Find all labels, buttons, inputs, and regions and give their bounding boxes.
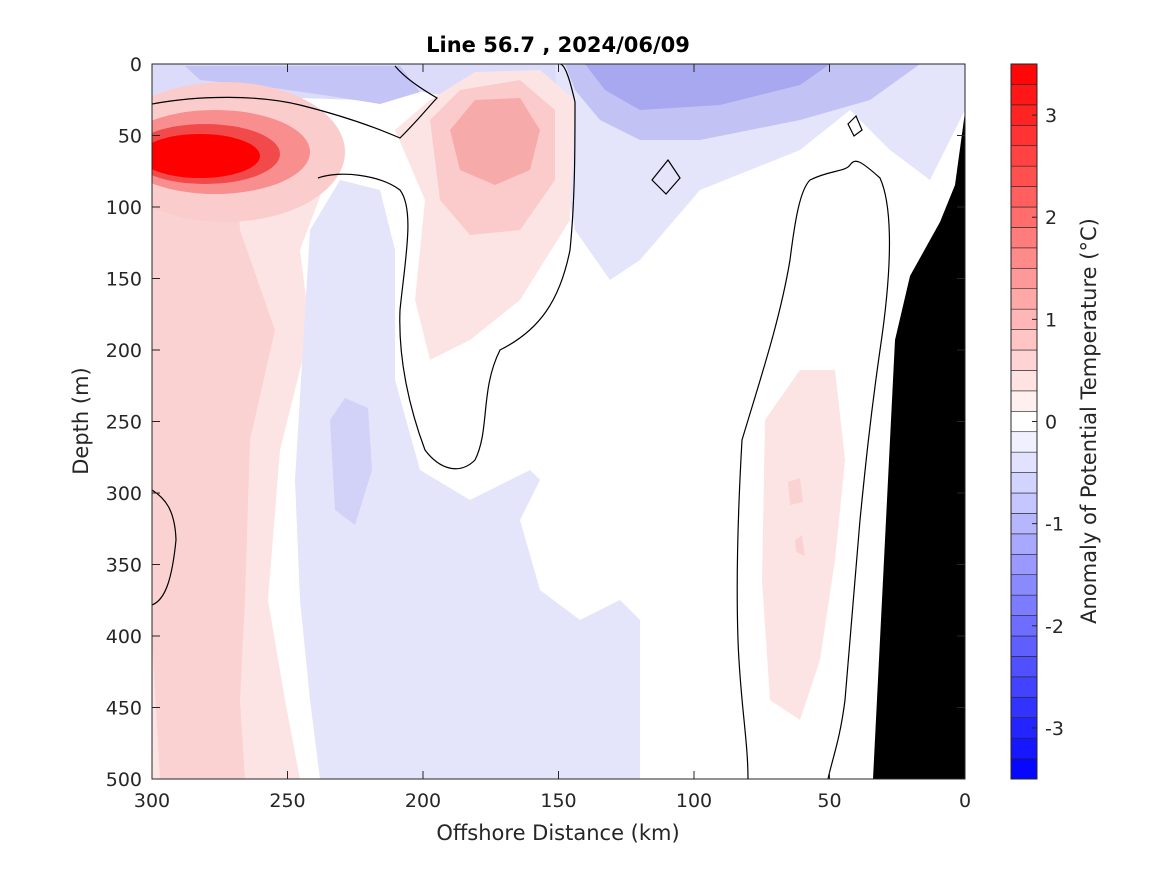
y-tick-label: 0 bbox=[130, 54, 142, 76]
y-tick-label: 250 bbox=[106, 412, 142, 434]
x-axis-label: Offshore Distance (km) bbox=[436, 821, 679, 845]
colorbar-band bbox=[1010, 656, 1038, 678]
colorbar-band bbox=[1010, 329, 1038, 351]
colorbar-band bbox=[1010, 124, 1038, 147]
colorbar-ticks: 3 2 1 0 -1 -2 -3 bbox=[1032, 105, 1064, 740]
colorbar-band bbox=[1010, 696, 1038, 719]
y-tick-label: 200 bbox=[106, 340, 142, 362]
colorbar-band bbox=[1010, 635, 1038, 657]
zero-contour-lines bbox=[152, 64, 891, 779]
colorbar-tick-label: 1 bbox=[1045, 309, 1057, 331]
plot-area bbox=[152, 64, 965, 779]
x-tick-label: 200 bbox=[405, 790, 441, 812]
colorbar-band bbox=[1010, 145, 1038, 167]
zero-contour-islet-b bbox=[847, 114, 863, 137]
x-axis-ticks: 300 250 200 150 100 50 0 bbox=[134, 64, 971, 812]
colorbar-band bbox=[1010, 267, 1038, 290]
colorbar-tick-label: 2 bbox=[1045, 207, 1057, 229]
colorbar-band bbox=[1010, 288, 1038, 310]
x-tick-label: 300 bbox=[134, 790, 170, 812]
warm-band-offshore-core bbox=[152, 110, 275, 779]
zero-contour-surface bbox=[152, 65, 438, 139]
warm-core-center bbox=[152, 134, 260, 178]
colorbar-band bbox=[1010, 370, 1038, 392]
colorbar-tick-label: -2 bbox=[1045, 616, 1064, 638]
zero-contour-nearshore bbox=[736, 160, 891, 779]
colorbar-band bbox=[1010, 63, 1038, 85]
colorbar-band bbox=[1010, 533, 1038, 555]
y-tick-label: 150 bbox=[106, 269, 142, 291]
zero-contour-offshore-lens bbox=[152, 489, 177, 606]
colorbar-band bbox=[1010, 472, 1038, 494]
y-tick-label: 50 bbox=[118, 126, 142, 148]
colorbar-band bbox=[1010, 247, 1038, 269]
anomaly-fill-layer bbox=[152, 64, 965, 779]
x-tick-label: 100 bbox=[676, 790, 712, 812]
y-tick-label: 100 bbox=[106, 197, 142, 219]
colorbar-band bbox=[1010, 758, 1038, 780]
colorbar-band bbox=[1010, 492, 1038, 514]
colorbar-band bbox=[1010, 390, 1038, 412]
cool-column bbox=[295, 180, 640, 779]
colorbar-band bbox=[1010, 451, 1038, 473]
colorbar-label: Anomaly of Potential Temperature (°C) bbox=[1077, 218, 1101, 624]
cool-surface-inshore-core bbox=[585, 64, 830, 110]
y-tick-label: 400 bbox=[106, 626, 142, 648]
colorbar-band bbox=[1010, 349, 1038, 371]
zero-contour-column bbox=[317, 64, 576, 470]
colorbar-tick-label: -3 bbox=[1045, 718, 1064, 740]
y-axis-ticks: 0 50 100 150 200 250 300 350 400 450 500 bbox=[106, 54, 965, 791]
y-tick-label: 500 bbox=[106, 769, 142, 791]
x-tick-label: 150 bbox=[540, 790, 576, 812]
colorbar-band bbox=[1010, 594, 1038, 616]
warm-band-nearshore-spot bbox=[788, 478, 805, 556]
colorbar-band bbox=[1010, 737, 1038, 759]
colorbar-band bbox=[1010, 165, 1038, 187]
colorbar-band bbox=[1010, 84, 1038, 106]
x-tick-label: 50 bbox=[817, 790, 841, 812]
land-mask bbox=[873, 112, 965, 779]
warm-eddy-core bbox=[450, 98, 540, 185]
colorbar-band bbox=[1010, 676, 1038, 698]
colorbar-tick-label: -1 bbox=[1045, 514, 1064, 536]
y-tick-label: 300 bbox=[106, 483, 142, 505]
x-tick-label: 250 bbox=[269, 790, 305, 812]
y-tick-label: 350 bbox=[106, 555, 142, 577]
colorbar-band bbox=[1010, 574, 1038, 596]
y-axis-label: Depth (m) bbox=[69, 367, 93, 474]
cool-surface-offshore-core bbox=[185, 66, 420, 104]
zero-contour-islet-a bbox=[651, 158, 681, 195]
colorbar-band bbox=[1010, 227, 1038, 249]
colorbar-tick-label: 3 bbox=[1045, 105, 1057, 127]
warm-band-nearshore bbox=[762, 370, 845, 720]
chart-title: Line 56.7 , 2024/06/09 bbox=[426, 33, 690, 57]
x-tick-label: 0 bbox=[959, 790, 971, 812]
colorbar-tick-label: 0 bbox=[1045, 412, 1057, 434]
colorbar bbox=[1010, 63, 1038, 780]
cool-column-core bbox=[330, 398, 372, 525]
y-tick-label: 450 bbox=[106, 698, 142, 720]
colorbar-band bbox=[1010, 431, 1038, 453]
colorbar-band bbox=[1010, 186, 1038, 208]
colorbar-band bbox=[1010, 553, 1038, 576]
